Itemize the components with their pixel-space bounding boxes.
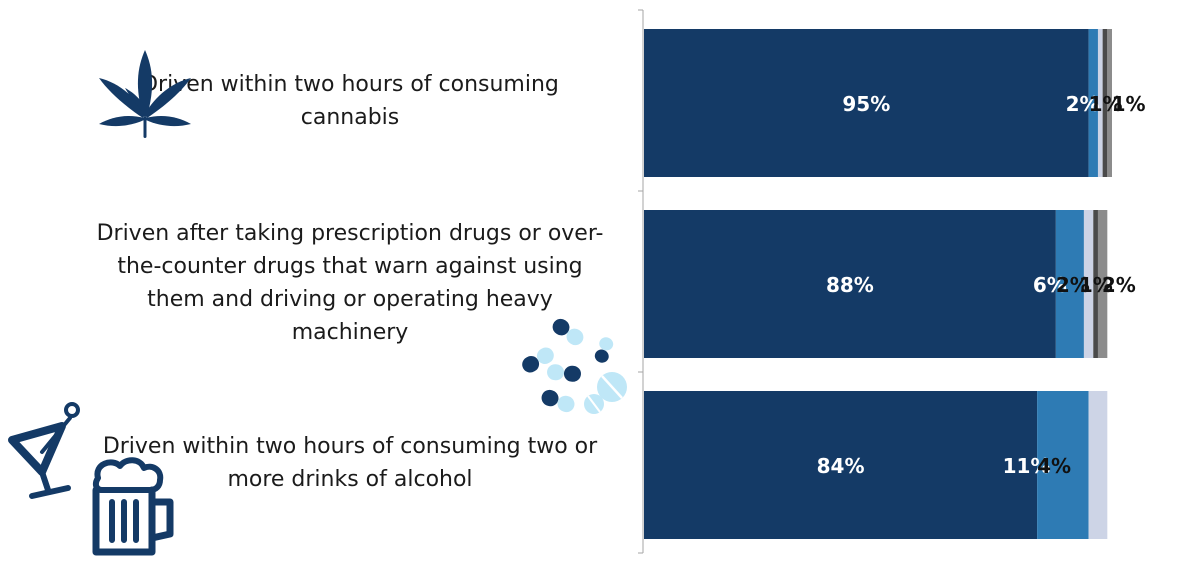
cannabis-leaf-icon: [99, 50, 191, 138]
data-label: 11%: [1003, 454, 1051, 478]
bar-segment: [1088, 29, 1098, 177]
bar-segment: [1083, 210, 1094, 358]
bar-segment: [1107, 29, 1112, 177]
bar-segment: [644, 29, 1089, 177]
data-label: 88%: [826, 273, 874, 297]
category-label-alcohol: Driven within two hours of consuming two…: [102, 434, 598, 492]
data-label: 84%: [817, 454, 865, 478]
pills-icon: [522, 318, 627, 414]
data-label: 1%: [1112, 92, 1146, 116]
category-label-prescription-drugs: Driven after taking prescription drugs o…: [96, 221, 604, 345]
data-label: 2%: [1056, 273, 1090, 297]
data-label: 95%: [842, 92, 890, 116]
data-label: 4%: [1037, 454, 1071, 478]
bar-segment: [1088, 391, 1108, 539]
bar-segment: [644, 391, 1038, 539]
data-label: 6%: [1033, 273, 1067, 297]
beer-mug-icon: [92, 457, 174, 556]
bar-segment: [1093, 210, 1098, 358]
bar-segment: [644, 210, 1056, 358]
bar-segment: [1097, 29, 1103, 177]
data-label: 2%: [1102, 273, 1136, 297]
category-label-cannabis: Driven within two hours of consuming can…: [141, 72, 559, 130]
bar-segment: [1097, 210, 1108, 358]
data-label: 2%: [1066, 92, 1100, 116]
data-label: 1%: [1079, 273, 1113, 297]
bar-segment: [1037, 391, 1089, 539]
data-label: 1%: [1089, 92, 1123, 116]
bar-segment: [1102, 29, 1108, 177]
bar-segment: [1055, 210, 1084, 358]
cocktail-glass-icon: [8, 402, 80, 499]
